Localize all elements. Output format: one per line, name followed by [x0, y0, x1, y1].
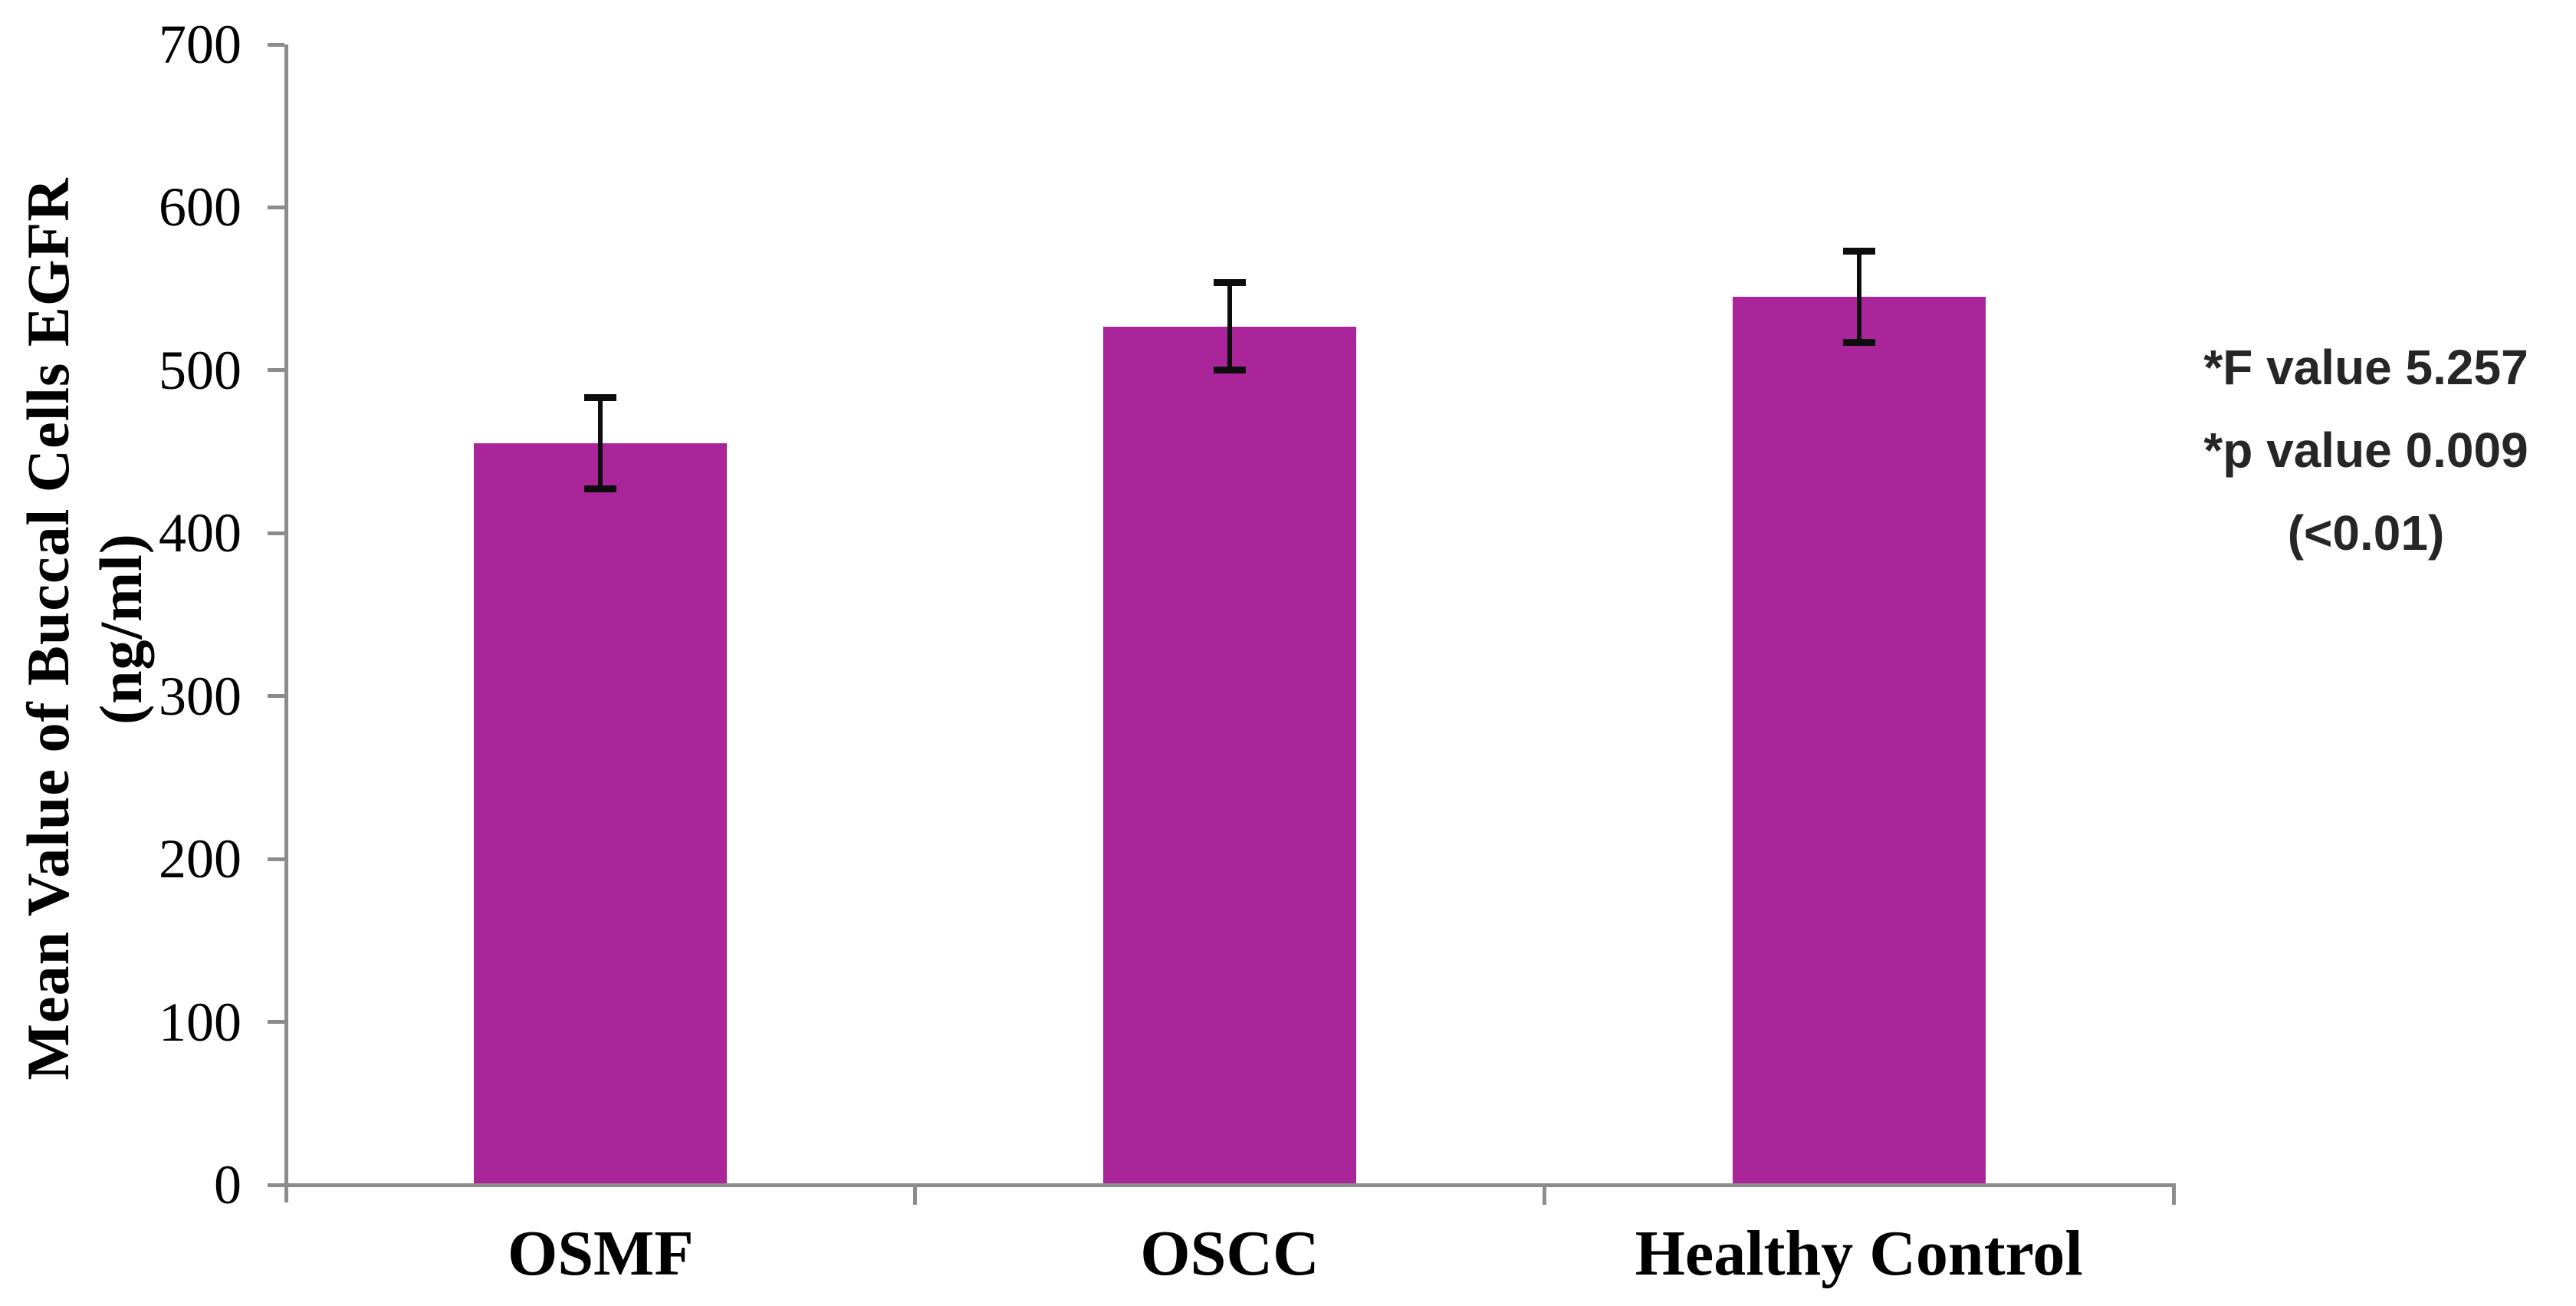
y-tick-mark-700 [267, 42, 284, 47]
y-tick-mark-600 [267, 205, 284, 209]
error-bar-healthy-control [1856, 251, 1861, 343]
error-bar-oscc [1227, 282, 1232, 370]
annotation-significance: (<0.01) [2287, 505, 2445, 561]
x-category-label-osmf: OSMF [508, 1218, 694, 1289]
y-tick-mark-200 [267, 857, 284, 861]
y-tick-label-200: 200 [159, 828, 242, 890]
x-axis-line [267, 1183, 2176, 1187]
y-tick-label-100: 100 [159, 991, 242, 1053]
stats-annotation: *F value 5.257 *p value 0.009 (<0.01) [2151, 326, 2576, 574]
y-axis-line [284, 44, 288, 1202]
error-bar-top-cap-healthy-control [1842, 248, 1875, 255]
x-category-label-oscc: OSCC [1140, 1218, 1319, 1289]
bar-oscc [1103, 326, 1356, 1185]
y-tick-mark-100 [267, 1020, 284, 1025]
error-bar-bottom-cap-osmf [584, 485, 617, 493]
y-tick-label-500: 500 [159, 339, 242, 401]
annotation-f-value: *F value 5.257 [2203, 340, 2528, 395]
bar-osmf [474, 443, 728, 1185]
error-bar-top-cap-osmf [584, 394, 617, 402]
x-category-label-healthy-control: Healthy Control [1635, 1218, 2083, 1289]
y-tick-label-700: 700 [159, 14, 242, 75]
error-bar-osmf [598, 397, 603, 489]
y-tick-mark-400 [267, 531, 284, 535]
y-tick-mark-300 [267, 694, 284, 699]
error-bar-bottom-cap-oscc [1214, 367, 1246, 374]
error-bar-top-cap-oscc [1214, 278, 1246, 286]
annotation-p-value: *p value 0.009 [2203, 423, 2528, 478]
y-tick-label-400: 400 [159, 502, 242, 564]
bar-healthy-control [1732, 297, 1986, 1185]
y-tick-label-600: 600 [159, 176, 242, 239]
y-tick-label-300: 300 [159, 665, 242, 727]
y-tick-label-0: 0 [214, 1154, 242, 1216]
y-tick-mark-500 [267, 368, 284, 373]
x-tick-mark-2 [1542, 1186, 1546, 1205]
x-tick-mark-3 [2171, 1186, 2176, 1205]
error-bar-bottom-cap-healthy-control [1842, 339, 1875, 347]
x-tick-mark-1 [913, 1186, 918, 1205]
